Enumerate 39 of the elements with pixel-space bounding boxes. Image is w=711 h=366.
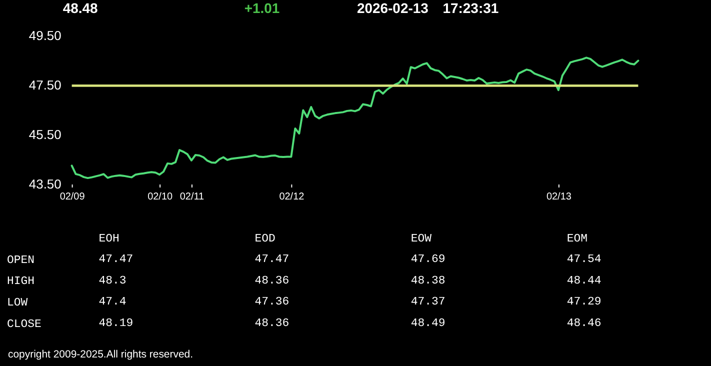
text: 48.48 xyxy=(62,0,98,16)
text: 48.36 xyxy=(254,274,290,288)
category-label: EOM xyxy=(566,232,588,246)
text: 47.36 xyxy=(254,296,290,309)
text: +1.01 xyxy=(244,0,280,16)
text: copyright 2009-2025.All rights reserved. xyxy=(8,350,194,361)
text: 2026-02-13 xyxy=(356,0,429,16)
x-tick-label: 02/10 xyxy=(148,191,173,202)
text: 47.54 xyxy=(566,252,602,266)
x-tick-label: 02/13 xyxy=(546,191,572,202)
category-label: EOD xyxy=(254,232,276,246)
text: 48.46 xyxy=(566,317,602,330)
x-tick-label: 02/12 xyxy=(279,191,305,202)
text: 47.47 xyxy=(98,252,134,266)
text: 17:23:31 xyxy=(442,0,499,16)
text: 47.69 xyxy=(410,252,446,266)
text: 48.38 xyxy=(410,274,446,288)
x-tick-label: 02/09 xyxy=(60,191,86,202)
category-label: EOW xyxy=(410,232,432,246)
x-tick-label: 02/11 xyxy=(180,191,205,202)
text: 47.47 xyxy=(254,252,290,266)
text: 48.49 xyxy=(410,317,446,330)
category-label: EOH xyxy=(98,232,120,246)
text: 48.3 xyxy=(98,274,126,288)
category-label: CLOSE xyxy=(6,318,42,331)
line-series xyxy=(70,56,640,180)
category-label: LOW xyxy=(6,296,28,310)
y-tick-label: 45.50 xyxy=(28,126,62,142)
text: 47.4 xyxy=(98,296,126,309)
text: 47.37 xyxy=(410,296,446,309)
y-tick-label: 43.50 xyxy=(28,176,62,192)
y-tick-label: 47.50 xyxy=(28,77,62,92)
text: 48.36 xyxy=(254,317,290,330)
text: 47.29 xyxy=(566,296,602,309)
text: 48.44 xyxy=(566,274,602,288)
category-label: OPEN xyxy=(6,254,34,267)
y-tick-label: 49.50 xyxy=(28,28,62,43)
text: 48.19 xyxy=(98,317,134,330)
category-label: HIGH xyxy=(6,275,34,288)
